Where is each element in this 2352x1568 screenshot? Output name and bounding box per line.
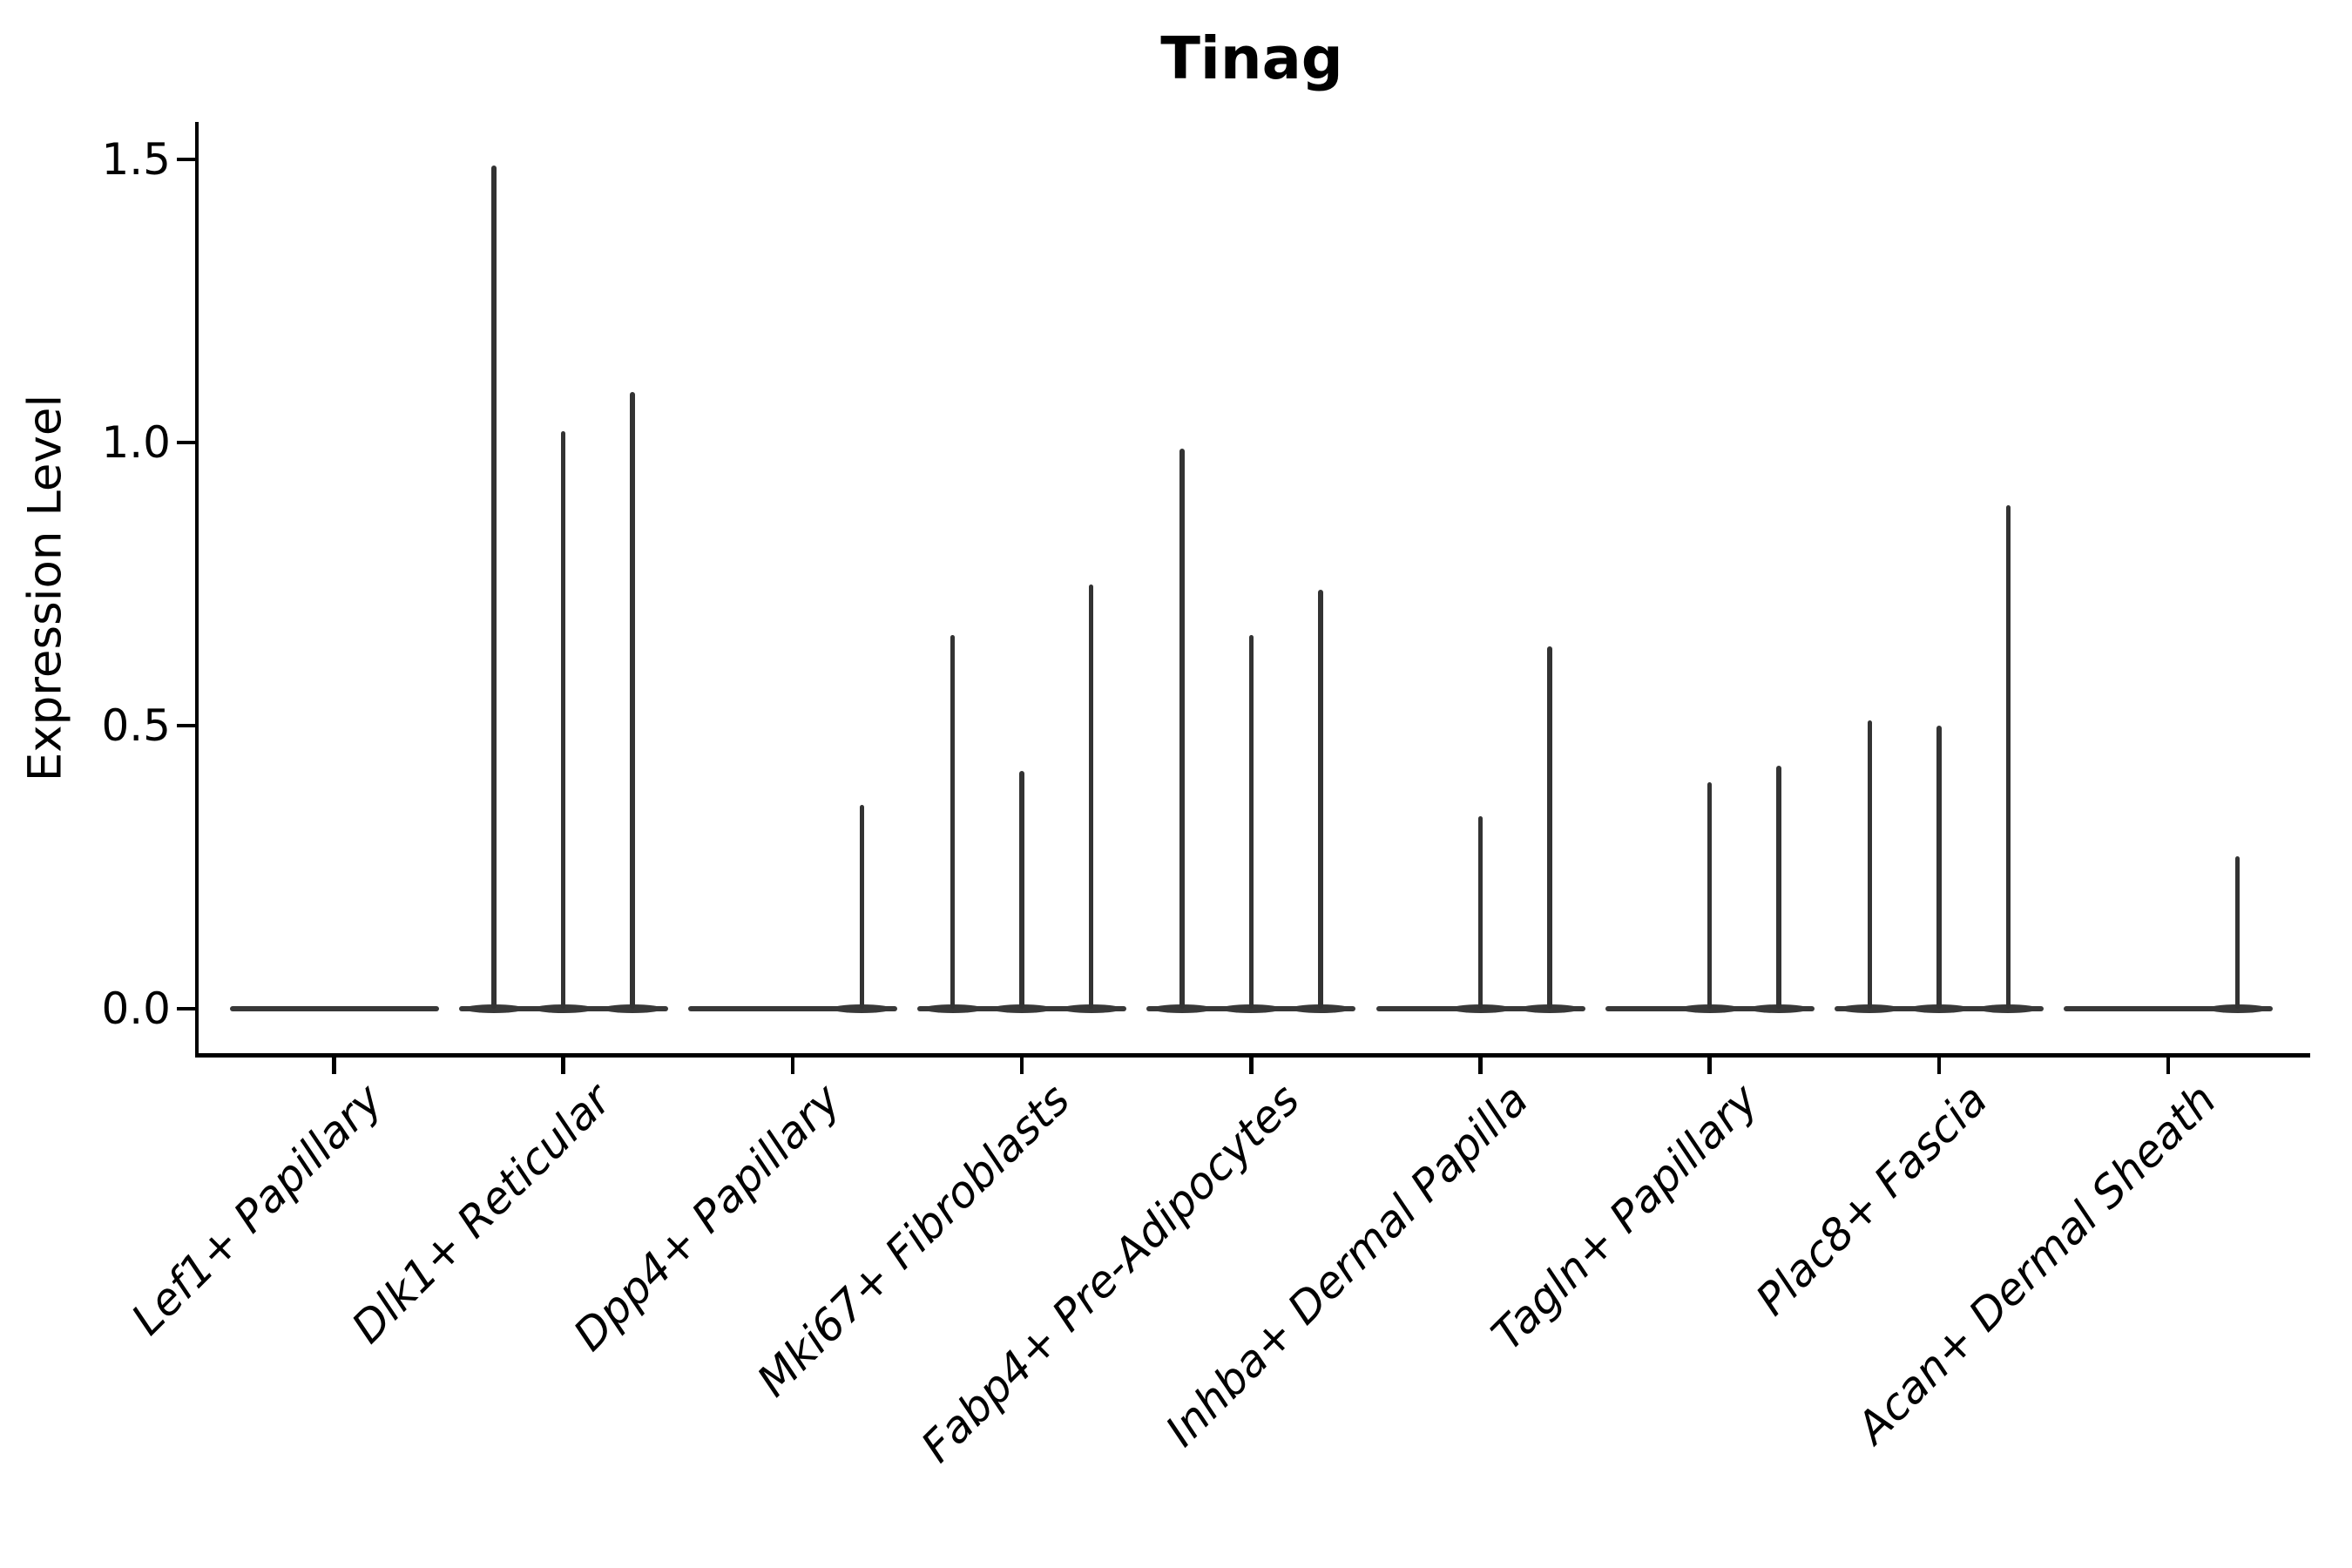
spike-base-bump	[1839, 1004, 1901, 1013]
violin-spike	[630, 391, 635, 1009]
violin-spike	[1318, 590, 1323, 1009]
chart-title: Tinag	[1160, 24, 1343, 92]
spike-base-bump	[1060, 1004, 1122, 1013]
spike-base-bump	[1977, 1004, 2039, 1013]
y-tick-mark	[177, 1006, 195, 1011]
violin-baseline	[2064, 1006, 2274, 1011]
spike-base-bump	[602, 1004, 664, 1013]
y-tick-label: 1.5	[101, 134, 171, 185]
violin-spike	[491, 165, 497, 1009]
violin-spike	[950, 635, 956, 1009]
x-category-label: Fabp4+ Pre-Adipocytes	[911, 1074, 1309, 1472]
x-category-label: Inhba+ Dermal Papilla	[1156, 1074, 1538, 1456]
spike-base-bump	[532, 1004, 594, 1013]
violin-spike	[1707, 782, 1713, 1009]
spike-base-bump	[1519, 1004, 1580, 1013]
y-axis-spine	[194, 122, 199, 1057]
x-tick-mark	[1936, 1057, 1942, 1074]
spike-base-bump	[1679, 1004, 1740, 1013]
x-tick-mark	[1478, 1057, 1483, 1074]
violin-baseline	[229, 1006, 439, 1011]
x-tick-mark	[1019, 1057, 1024, 1074]
x-tick-mark	[1249, 1057, 1254, 1074]
violin-spike	[560, 431, 566, 1009]
x-tick-mark	[790, 1057, 795, 1074]
violin-spike	[1936, 726, 1942, 1009]
spike-base-bump	[831, 1004, 893, 1013]
y-tick-mark	[177, 440, 195, 445]
y-tick-label: 0.5	[101, 700, 171, 751]
violin-spike	[1179, 448, 1185, 1009]
y-tick-label: 1.0	[101, 417, 171, 468]
spike-base-bump	[1151, 1004, 1213, 1013]
x-tick-mark	[2166, 1057, 2171, 1074]
violin-spike	[1867, 720, 1873, 1009]
violin-spike	[2234, 855, 2240, 1009]
x-tick-mark	[1707, 1057, 1712, 1074]
violin-spike	[1547, 646, 1552, 1009]
x-tick-mark	[561, 1057, 565, 1074]
violin-spike	[1776, 765, 1781, 1009]
spike-base-bump	[463, 1004, 525, 1013]
violin-spike	[1088, 584, 1094, 1009]
violin-baseline	[687, 1006, 897, 1011]
x-category-label: Lef1+ Papillary	[121, 1074, 392, 1345]
x-axis-spine	[194, 1052, 2310, 1058]
violin-spike	[859, 805, 865, 1009]
violin-spike	[1019, 771, 1024, 1009]
y-tick-mark	[177, 157, 195, 162]
spike-base-bump	[1220, 1004, 1282, 1013]
spike-base-bump	[1908, 1004, 1970, 1013]
violin-spike	[1248, 635, 1254, 1009]
y-tick-mark	[177, 723, 195, 728]
spike-base-bump	[2207, 1004, 2268, 1013]
spike-base-bump	[1450, 1004, 1511, 1013]
spike-base-bump	[991, 1004, 1053, 1013]
spike-base-bump	[922, 1004, 983, 1013]
spike-base-bump	[1289, 1004, 1351, 1013]
x-category-label: Plac8+ Fascia	[1746, 1074, 1997, 1326]
violin-spike	[2005, 504, 2011, 1009]
spike-base-bump	[1748, 1004, 1810, 1013]
violin-spike	[1477, 816, 1484, 1009]
y-tick-label: 0.0	[101, 983, 171, 1034]
x-tick-mark	[332, 1057, 336, 1074]
